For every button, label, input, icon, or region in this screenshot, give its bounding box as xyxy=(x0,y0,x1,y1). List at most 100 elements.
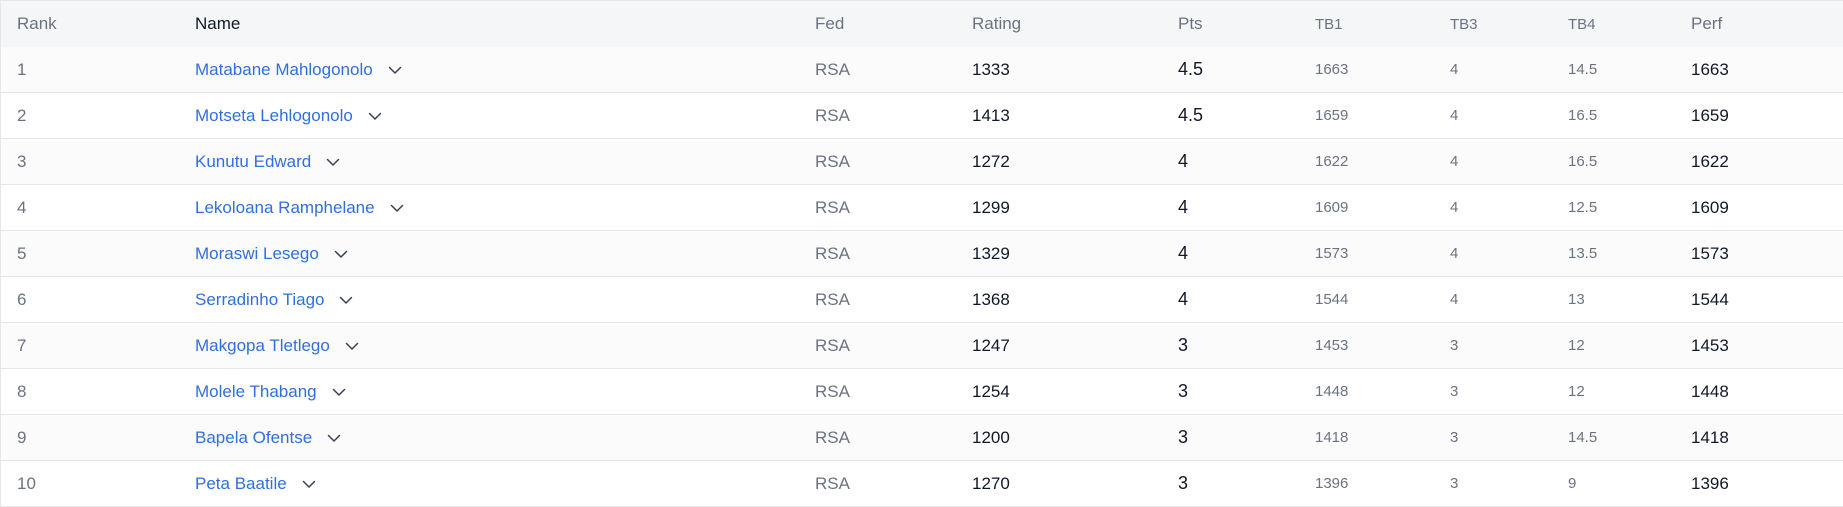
header-tb3[interactable]: TB3 xyxy=(1450,15,1478,33)
player-name-link[interactable]: Motseta Lehlogonolo xyxy=(195,105,353,125)
pts-cell: 4 xyxy=(1178,151,1189,171)
rating-cell: 1413 xyxy=(972,105,1010,125)
fed-cell: RSA xyxy=(815,243,850,263)
tb1-cell: 1453 xyxy=(1315,337,1349,354)
chevron-down-icon[interactable] xyxy=(326,430,342,446)
chevron-down-icon[interactable] xyxy=(344,338,360,354)
rank-cell: 4 xyxy=(17,197,27,217)
chevron-down-icon[interactable] xyxy=(333,246,349,262)
perf-cell: 1573 xyxy=(1691,243,1729,263)
rating-cell: 1200 xyxy=(972,427,1010,447)
header-name[interactable]: Name xyxy=(195,14,241,33)
player-name-link[interactable]: Makgopa Tletlego xyxy=(195,335,330,355)
chevron-down-icon[interactable] xyxy=(387,62,403,78)
tb1-cell: 1396 xyxy=(1315,475,1349,492)
player-name-link[interactable]: Moraswi Lesego xyxy=(195,243,319,263)
fed-cell: RSA xyxy=(815,335,850,355)
player-name-link[interactable]: Kunutu Edward xyxy=(195,151,312,171)
rank-cell: 1 xyxy=(17,59,27,79)
rating-cell: 1333 xyxy=(972,59,1010,79)
chevron-down-icon[interactable] xyxy=(338,292,354,308)
fed-cell: RSA xyxy=(815,427,850,447)
header-rating[interactable]: Rating xyxy=(972,14,1022,33)
tb3-cell: 3 xyxy=(1450,337,1459,354)
player-name-link[interactable]: Lekoloana Ramphelane xyxy=(195,197,375,217)
rank-cell: 5 xyxy=(17,243,27,263)
name-cell: Serradinho Tiago xyxy=(195,290,815,310)
tb3-cell: 4 xyxy=(1450,153,1459,170)
header-rank[interactable]: Rank xyxy=(17,14,57,33)
chevron-down-icon[interactable] xyxy=(301,476,317,492)
tb4-cell: 12 xyxy=(1568,337,1585,354)
rating-cell: 1247 xyxy=(972,335,1010,355)
table-row: 6 Serradinho Tiago RSA 1368 4 1544 4 13 … xyxy=(1,277,1843,323)
fed-cell: RSA xyxy=(815,197,850,217)
tb4-cell: 14.5 xyxy=(1568,61,1598,78)
name-cell: Moraswi Lesego xyxy=(195,244,815,264)
table-body: 1 Matabane Mahlogonolo RSA 1333 4.5 1663… xyxy=(1,47,1843,507)
tb4-cell: 12 xyxy=(1568,383,1585,400)
perf-cell: 1453 xyxy=(1691,335,1729,355)
table-row: 3 Kunutu Edward RSA 1272 4 1622 4 16.5 1… xyxy=(1,139,1843,185)
tb1-cell: 1573 xyxy=(1315,245,1349,262)
player-name-link[interactable]: Peta Baatile xyxy=(195,473,287,493)
tb4-cell: 14.5 xyxy=(1568,429,1598,446)
table-row: 2 Motseta Lehlogonolo RSA 1413 4.5 1659 … xyxy=(1,93,1843,139)
player-name-link[interactable]: Serradinho Tiago xyxy=(195,289,325,309)
fed-cell: RSA xyxy=(815,381,850,401)
tb1-cell: 1663 xyxy=(1315,61,1349,78)
rank-cell: 6 xyxy=(17,289,27,309)
table-row: 10 Peta Baatile RSA 1270 3 1396 3 9 1396 xyxy=(1,461,1843,507)
rating-cell: 1368 xyxy=(972,289,1010,309)
tb1-cell: 1622 xyxy=(1315,153,1349,170)
player-name-link[interactable]: Matabane Mahlogonolo xyxy=(195,59,373,79)
rating-cell: 1272 xyxy=(972,151,1010,171)
perf-cell: 1659 xyxy=(1691,105,1729,125)
tb4-cell: 13 xyxy=(1568,291,1585,308)
fed-cell: RSA xyxy=(815,289,850,309)
player-name-link[interactable]: Molele Thabang xyxy=(195,381,317,401)
pts-cell: 3 xyxy=(1178,381,1189,401)
player-name-link[interactable]: Bapela Ofentse xyxy=(195,427,313,447)
pts-cell: 3 xyxy=(1178,427,1189,447)
fed-cell: RSA xyxy=(815,105,850,125)
fed-cell: RSA xyxy=(815,151,850,171)
tb4-cell: 16.5 xyxy=(1568,153,1598,170)
rank-cell: 10 xyxy=(17,473,36,493)
name-cell: Lekoloana Ramphelane xyxy=(195,198,815,218)
tb4-cell: 12.5 xyxy=(1568,199,1598,216)
rank-cell: 2 xyxy=(17,105,27,125)
rating-cell: 1254 xyxy=(972,381,1010,401)
tb4-cell: 16.5 xyxy=(1568,107,1598,124)
chevron-down-icon[interactable] xyxy=(367,108,383,124)
rank-cell: 7 xyxy=(17,335,27,355)
header-tb4[interactable]: TB4 xyxy=(1568,15,1596,33)
perf-cell: 1418 xyxy=(1691,427,1729,447)
perf-cell: 1622 xyxy=(1691,151,1729,171)
name-cell: Peta Baatile xyxy=(195,474,815,494)
tb3-cell: 3 xyxy=(1450,475,1459,492)
perf-cell: 1544 xyxy=(1691,289,1729,309)
pts-cell: 4 xyxy=(1178,197,1189,217)
header-tb1[interactable]: TB1 xyxy=(1315,15,1343,33)
chevron-down-icon[interactable] xyxy=(389,200,405,216)
header-perf[interactable]: Perf xyxy=(1691,14,1723,33)
pts-cell: 4.5 xyxy=(1178,59,1204,79)
perf-cell: 1396 xyxy=(1691,473,1729,493)
table-header-row: Rank Name Fed Rating Pts TB1 TB3 TB4 Per… xyxy=(1,1,1843,47)
header-pts[interactable]: Pts xyxy=(1178,14,1203,33)
tb3-cell: 3 xyxy=(1450,429,1459,446)
chevron-down-icon[interactable] xyxy=(331,384,347,400)
header-fed[interactable]: Fed xyxy=(815,14,845,33)
chevron-down-icon[interactable] xyxy=(325,154,341,170)
pts-cell: 3 xyxy=(1178,473,1189,493)
tb1-cell: 1659 xyxy=(1315,107,1349,124)
rank-cell: 9 xyxy=(17,427,27,447)
name-cell: Kunutu Edward xyxy=(195,152,815,172)
name-cell: Motseta Lehlogonolo xyxy=(195,106,815,126)
tb3-cell: 3 xyxy=(1450,383,1459,400)
tb4-cell: 13.5 xyxy=(1568,245,1598,262)
table-row: 5 Moraswi Lesego RSA 1329 4 1573 4 13.5 … xyxy=(1,231,1843,277)
tb1-cell: 1418 xyxy=(1315,429,1349,446)
